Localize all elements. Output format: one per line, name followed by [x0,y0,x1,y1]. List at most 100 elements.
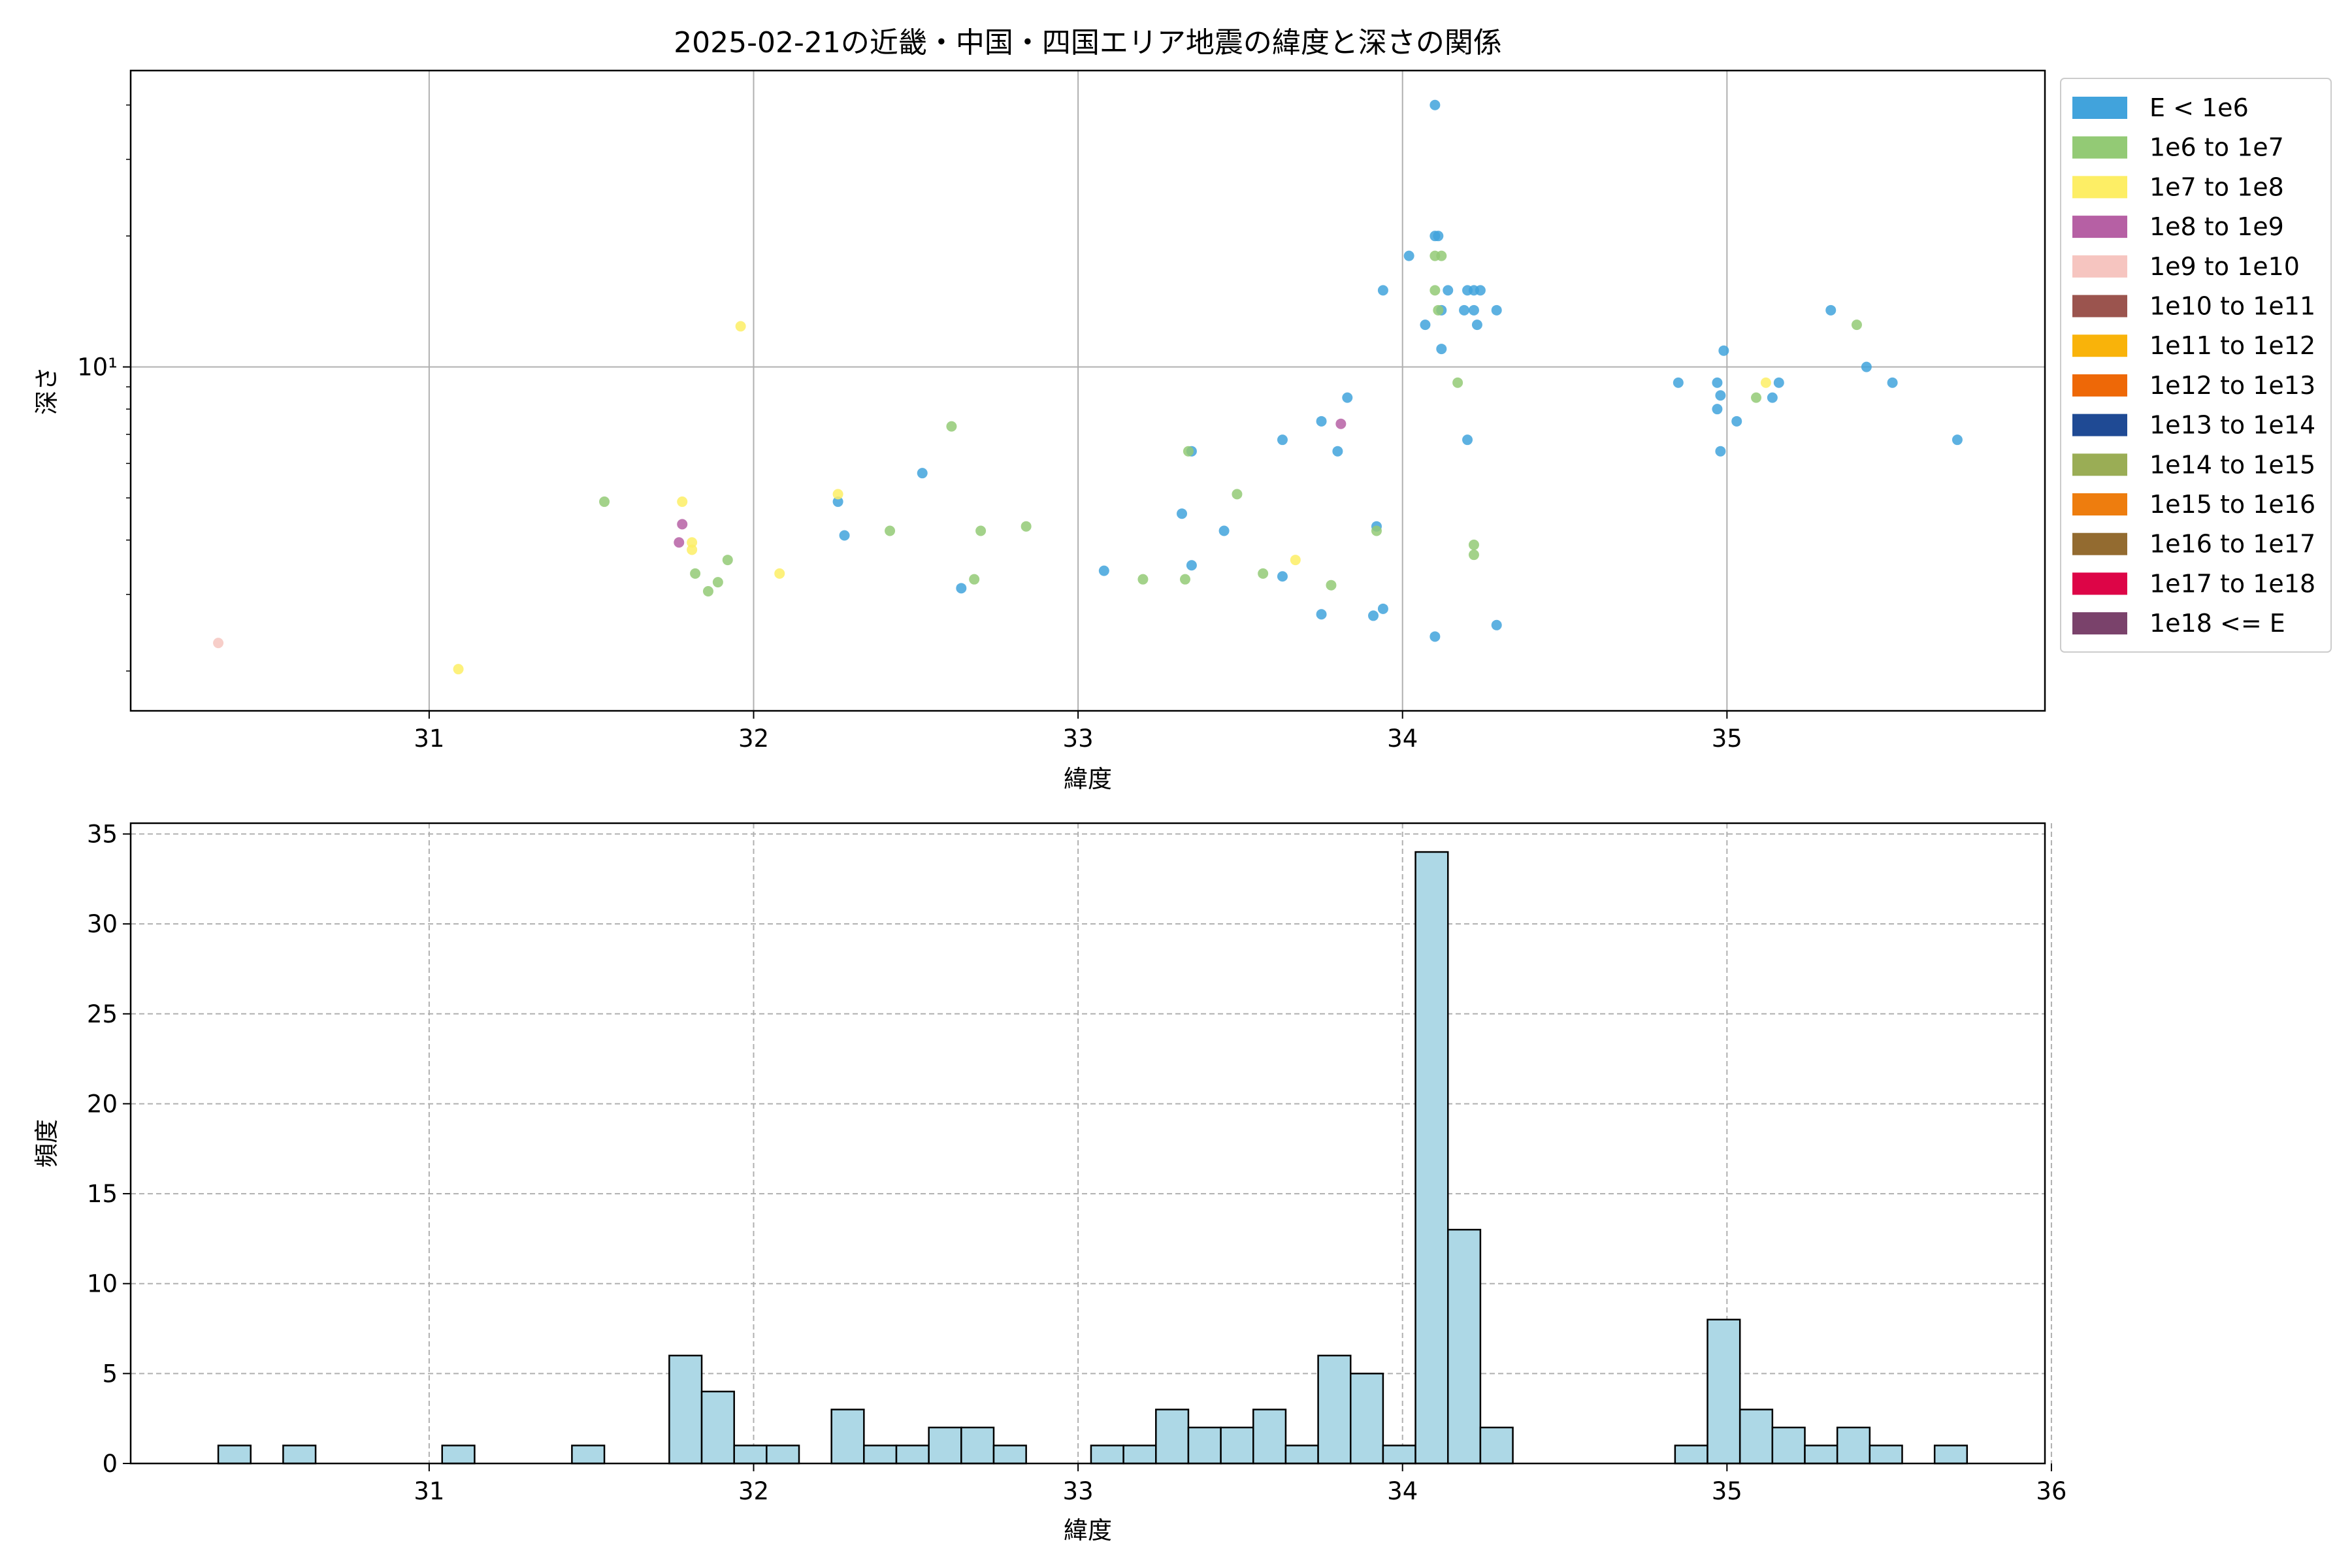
scatter-point [1183,446,1194,457]
histogram-bar [1350,1373,1384,1465]
scatter-point [1277,571,1288,582]
scatter-x-ticks: 31 32 33 34 35 [414,711,1742,753]
histogram-bar [928,1426,962,1465]
scatter-point [1459,304,1470,316]
scatter-point [1491,619,1502,630]
scatter-point [674,537,685,548]
legend-swatch [2072,136,2127,159]
scatter-point [975,525,987,536]
scatter-x-axis-label: 緯度 [1064,765,1112,793]
scatter-point [712,577,723,588]
scatter-point [1443,285,1454,296]
scatter-point [1258,568,1269,579]
legend-label: E < 1e6 [2149,93,2249,122]
scatter-point [1491,304,1502,316]
histogram-bar [282,1445,317,1465]
legend-label: 1e13 to 1e14 [2149,411,2315,440]
scatter-point [832,489,843,500]
legend-label: 1e14 to 1e15 [2149,450,2315,479]
scatter-point [1335,418,1347,429]
legend-swatch [2072,255,2127,278]
scatter-point [1760,377,1771,388]
legend-swatch [2072,532,2127,555]
scatter-point [1377,285,1388,296]
scatter-point [453,664,464,675]
histogram-bar [1414,851,1449,1465]
scatter-x-tick-label: 31 [414,725,444,753]
scatter-subplot: 2025-02-21の近畿・中国・四国エリア地震の緯度と深さの関係 31 32 33… [33,26,2046,793]
scatter-point [687,544,698,555]
scatter-point [1179,574,1190,585]
histogram-bar [1090,1445,1124,1465]
legend: E < 1e6 1e6 to 1e7 1e7 to 1e8 1e8 to 1e9 1e9… [2060,78,2332,653]
scatter-point [687,537,698,548]
scatter-point [1673,377,1684,388]
scatter-point [690,568,701,579]
scatter-point [1851,319,1862,331]
scatter-point [1429,631,1441,642]
scatter-point [1731,416,1742,427]
histogram-bar [733,1445,768,1465]
scatter-point [1403,250,1414,261]
histogram-bar [217,1445,252,1465]
histogram-bar [1771,1426,1806,1465]
histogram-x-ticks: 31 32 33 34 35 36 [414,1463,2066,1505]
histogram-y-tick-label: 20 [87,1090,118,1118]
scatter-point [1436,344,1447,355]
histogram-bar [766,1445,800,1465]
scatter-point [1952,434,1963,446]
legend-label: 1e12 to 1e13 [2149,371,2315,400]
histogram-bar [1382,1445,1416,1465]
histogram-x-tick-label: 31 [414,1477,444,1505]
histogram-bar [1284,1445,1319,1465]
scatter-points [213,99,1963,675]
legend-swatch [2072,572,2127,595]
histogram-bar [1446,1228,1482,1465]
histogram-bar [571,1445,606,1465]
scatter-point [1712,404,1723,415]
scatter-title: 2025-02-21の近畿・中国・四国エリア地震の緯度と深さの関係 [674,26,1502,59]
histogram-x-tick-label: 35 [1712,1477,1742,1505]
histogram-x-tick-label: 32 [738,1477,769,1505]
scatter-point [946,421,957,432]
legend-label: 1e8 to 1e9 [2149,212,2284,241]
histogram-bar [960,1426,995,1465]
scatter-point [774,568,785,579]
histogram-y-ticks: 0 5 10 15 20 25 30 35 [87,821,131,1478]
scatter-point [677,519,688,530]
legend-swatch [2072,335,2127,357]
scatter-point [1436,250,1447,261]
histogram-bar [1804,1445,1838,1465]
histogram-bar [1836,1426,1871,1465]
legend-label: 1e17 to 1e18 [2149,569,2315,598]
scatter-y-axis-label: 深さ [33,367,61,415]
histogram-bar [1739,1409,1774,1465]
scatter-point [1429,231,1441,242]
histogram-bar [1933,1445,1968,1465]
scatter-point [1420,319,1431,331]
histogram-subplot: 31 32 33 34 35 36 0 5 10 15 20 25 30 35 緯度 頻度 [33,821,2066,1544]
scatter-point [1277,434,1288,446]
scatter-point [1137,574,1149,585]
scatter-point [1468,304,1479,316]
scatter-point [1751,392,1762,403]
histogram-bar [1707,1318,1741,1465]
scatter-point [969,574,980,585]
scatter-point [677,496,688,507]
legend-items: E < 1e6 1e6 to 1e7 1e7 to 1e8 1e8 to 1e9 1e9… [2072,93,2315,638]
scatter-point [1773,377,1784,388]
histogram-x-tick-label: 34 [1387,1477,1418,1505]
legend-swatch [2072,216,2127,238]
scatter-point [599,496,610,507]
scatter-point [722,555,733,566]
legend-label: 1e10 to 1e11 [2149,292,2315,321]
histogram-y-tick-label: 5 [102,1360,118,1388]
legend-label: 1e16 to 1e17 [2149,530,2315,559]
scatter-y-ticks: 10¹ [77,104,131,672]
scatter-point [1712,377,1723,388]
scatter-point [832,496,843,507]
legend-swatch [2072,493,2127,515]
histogram-bar [1674,1445,1708,1465]
scatter-point [1186,560,1197,571]
scatter-point [1377,603,1388,614]
